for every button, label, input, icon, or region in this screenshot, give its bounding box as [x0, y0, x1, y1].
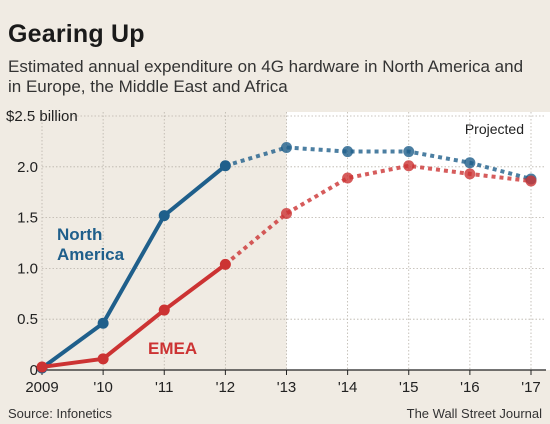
- data-point: [525, 175, 537, 187]
- series-label: America: [57, 245, 125, 264]
- data-point: [342, 146, 354, 158]
- series-line-projected: [224, 145, 532, 181]
- y-tick-labels: 0 0.5 1.0 1.5 2.0 $2.5 billion: [6, 108, 78, 379]
- x-tick-label: 2009: [25, 379, 58, 396]
- data-point: [97, 317, 109, 329]
- x-tick-label: '17: [521, 379, 541, 396]
- publisher-credit: The Wall Street Journal: [406, 406, 542, 421]
- x-tick-label: '14: [338, 379, 358, 396]
- data-point: [464, 168, 476, 180]
- series-line-actual: [40, 163, 228, 370]
- data-point: [219, 160, 231, 172]
- series-label: North: [57, 225, 102, 244]
- gridlines: [41, 112, 546, 375]
- y-tick-label: 1.0: [17, 260, 38, 277]
- x-tick-label: '10: [93, 379, 113, 396]
- data-point: [36, 361, 48, 373]
- data-point: [281, 141, 292, 153]
- x-tick-label: '11: [155, 379, 173, 396]
- series-lines: [40, 145, 532, 370]
- x-tick-label: '15: [399, 379, 419, 396]
- x-tick-label: '12: [216, 379, 236, 396]
- data-point: [158, 304, 170, 316]
- data-point: [281, 208, 292, 220]
- series-line-actual: [40, 262, 228, 369]
- y-tick-label: 0.5: [17, 311, 38, 328]
- y-tick-label: 1.5: [17, 210, 38, 227]
- y-tick-label: $2.5 billion: [6, 108, 78, 125]
- series-label: EMEA: [148, 339, 197, 358]
- x-tick-label: '16: [460, 379, 480, 396]
- series-line-projected: [224, 163, 532, 266]
- data-point: [464, 157, 476, 169]
- data-point: [403, 160, 415, 172]
- x-tick-labels: 2009 '10 '11 '12 '13 '14 '15 '16 '17: [25, 379, 540, 396]
- projected-region: [286, 112, 550, 370]
- projected-label: Projected: [465, 121, 524, 137]
- x-tick-label: '13: [277, 379, 297, 396]
- data-point: [158, 210, 170, 222]
- data-point: [403, 146, 415, 158]
- data-point: [219, 258, 231, 270]
- y-tick-label: 0: [30, 362, 38, 379]
- series-points: [36, 141, 537, 374]
- data-point: [342, 172, 354, 184]
- data-point: [97, 353, 109, 365]
- source-note: Source: Infonetics: [8, 406, 113, 421]
- y-tick-label: 2.0: [17, 159, 38, 176]
- chart-subtitle: Estimated annual expenditure on 4G hardw…: [8, 57, 524, 96]
- chart-title: Gearing Up: [8, 20, 145, 48]
